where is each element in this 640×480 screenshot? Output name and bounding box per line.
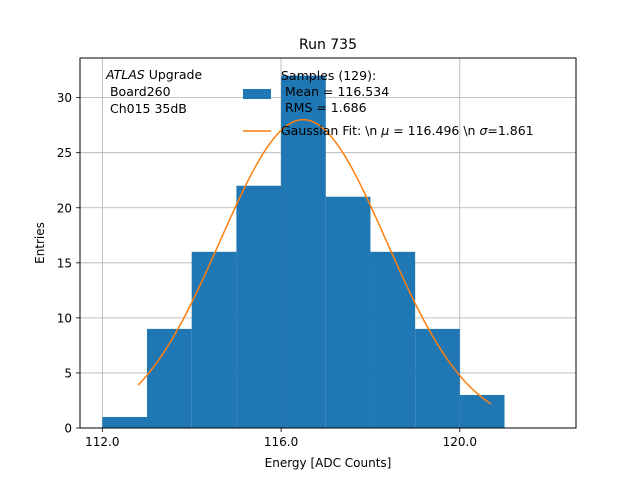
plot-frame [79,57,577,429]
x-axis-label: Energy [ADC Counts] [265,456,392,470]
gaussian-fit [137,118,492,405]
histogram-bar [236,185,282,428]
legend-histogram-label: Samples (129): Mean = 116.534 RMS = 1.68… [281,68,389,115]
y-tick-label: 0 [64,422,72,436]
atlas-annotation-italic: ATLAS [105,67,145,82]
atlas-annotation-rest: Upgrade [145,67,203,82]
x-tick-label: 120.0 [443,435,477,449]
atlas-annotation-board: Board260 [106,84,171,99]
y-tick-label: 5 [64,366,72,380]
histogram-bar [281,75,326,428]
chart-title: Run 735 [299,37,357,53]
histogram-bar [191,251,237,428]
histogram-bars [102,75,505,428]
histogram-bar [459,394,505,428]
histogram-bar [370,251,416,428]
legend: Samples (129): Mean = 116.534 RMS = 1.68… [243,68,534,138]
x-tick-label: 112.0 [85,435,119,449]
y-tick-label: 10 [57,311,72,325]
histogram-bar [102,416,148,428]
x-tick-label: 116.0 [264,435,298,449]
y-axis-ticks: 0 5 10 15 20 25 30 [57,91,80,436]
histogram-bar [325,196,371,428]
atlas-annotation: ATLAS Upgrade Board260 Ch015 35dB [105,67,202,116]
x-axis-ticks: 112.0 116.0 120.0 [85,428,477,449]
histogram-bar [147,328,192,428]
legend-histogram-swatch [243,89,271,99]
gaussian-fit-curve [137,118,492,405]
y-tick-label: 25 [57,146,72,160]
atlas-annotation-channel: Ch015 35dB [106,101,187,116]
y-axis-label: Entries [33,222,47,264]
legend-fit-label: Gaussian Fit: \n μ = 116.496 \n σ=1.861 [281,123,534,138]
y-tick-label: 15 [57,256,72,270]
y-tick-label: 20 [57,201,72,215]
y-tick-label: 30 [57,91,72,105]
svg-text:ATLAS Upgrade: ATLAS Upgrade [105,67,202,82]
